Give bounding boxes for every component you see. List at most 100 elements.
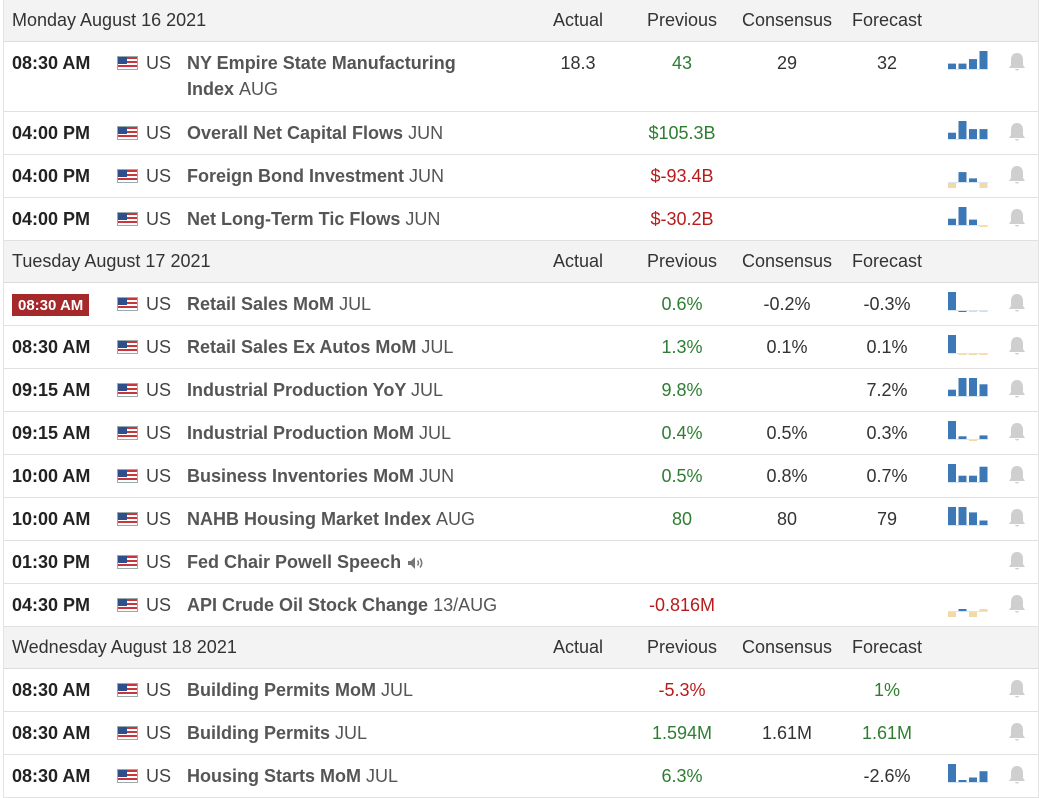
bell-icon[interactable] xyxy=(1006,592,1028,616)
flag-canton xyxy=(118,341,127,348)
bell-icon[interactable] xyxy=(1006,334,1028,358)
event-row[interactable]: 04:00 PM US Net Long-Term Tic Flows JUN $-3… xyxy=(4,198,1038,241)
event-name: Net Long-Term Tic Flows xyxy=(187,209,401,229)
column-header-previous: Previous xyxy=(646,251,718,271)
bell-icon[interactable] xyxy=(1006,763,1028,787)
event-row[interactable]: 08:30 AM US Building Permits JUL 1.594M 1.61… xyxy=(4,712,1038,755)
event-period: AUG xyxy=(436,509,476,529)
bell-icon[interactable] xyxy=(1006,120,1028,144)
event-time: 01:30 PM xyxy=(12,552,91,572)
event-time: 10:00 AM xyxy=(12,509,91,529)
sparkline-chart[interactable] xyxy=(946,335,988,359)
sparkline-bar xyxy=(969,178,977,182)
event-name: Building Permits MoM xyxy=(187,680,376,700)
bell-icon[interactable] xyxy=(1006,163,1028,187)
sparkline-chart[interactable] xyxy=(946,507,988,531)
event-name: Business Inventories MoM xyxy=(187,466,415,486)
sparkline-chart[interactable] xyxy=(946,593,988,617)
sparkline-chart[interactable] xyxy=(946,464,988,488)
sparkline-baseline xyxy=(948,139,988,140)
sparkline-chart[interactable] xyxy=(946,164,988,188)
sparkline-chart[interactable] xyxy=(946,421,988,445)
event-name-link[interactable]: Housing Starts MoM JUL xyxy=(187,763,507,789)
event-period: JUL xyxy=(421,337,454,357)
us-flag-icon xyxy=(117,726,138,740)
event-row[interactable]: 08:30 AM US Building Permits MoM JUL -5.3% 1… xyxy=(4,669,1038,712)
event-name-link[interactable]: NAHB Housing Market Index AUG xyxy=(187,506,507,532)
sparkline-bar xyxy=(969,512,977,525)
event-name-link[interactable]: API Crude Oil Stock Change 13/AUG xyxy=(187,592,507,618)
event-row[interactable]: 08:30 AM US Housing Starts MoM JUL 6.3% -2.6… xyxy=(4,755,1038,798)
event-name-link[interactable]: Business Inventories MoM JUN xyxy=(187,463,507,489)
event-row[interactable]: 08:30 AM US Retail Sales Ex Autos MoM JUL 1… xyxy=(4,326,1038,369)
day-date: Tuesday August 17 2021 xyxy=(12,251,211,271)
event-period: JUL xyxy=(366,766,399,786)
bell-icon[interactable] xyxy=(1006,377,1028,401)
us-flag-icon xyxy=(117,769,138,783)
event-time: 09:15 AM xyxy=(12,423,91,443)
event-name-link[interactable]: Retail Sales MoM JUL xyxy=(187,291,507,317)
event-name: Overall Net Capital Flows xyxy=(187,123,404,143)
event-name-link[interactable]: Industrial Production MoM JUL xyxy=(187,420,507,446)
event-row[interactable]: 09:15 AM US Industrial Production YoY JUL 9… xyxy=(4,369,1038,412)
value-consensus: 0.1% xyxy=(766,337,808,357)
event-name-link[interactable]: Building Permits JUL xyxy=(187,720,507,746)
sparkline-bar xyxy=(948,335,956,353)
sparkline-bar xyxy=(948,507,956,525)
bell-icon[interactable] xyxy=(1006,677,1028,701)
bell-icon[interactable] xyxy=(1006,549,1028,573)
sparkline-chart[interactable] xyxy=(946,378,988,402)
sparkline-chart[interactable] xyxy=(946,207,988,231)
event-row[interactable]: 09:15 AM US Industrial Production MoM JUL 0… xyxy=(4,412,1038,455)
column-header-consensus: Consensus xyxy=(741,251,833,271)
country-code: US xyxy=(146,423,172,443)
economic-calendar: Monday August 16 2021 Actual Previous Conse… xyxy=(3,0,1039,798)
sparkline-bar xyxy=(979,182,988,188)
value-previous: $-30.2B xyxy=(650,209,714,229)
bell-icon[interactable] xyxy=(1006,463,1028,487)
event-row[interactable]: 04:00 PM US Overall Net Capital Flows JUN $… xyxy=(4,112,1038,155)
sparkline-chart[interactable] xyxy=(946,51,988,75)
event-name-link[interactable]: Industrial Production YoY JUL xyxy=(187,377,507,403)
bell-icon[interactable] xyxy=(1006,506,1028,530)
bell-icon[interactable] xyxy=(1006,291,1028,315)
bell-icon[interactable] xyxy=(1006,720,1028,744)
value-consensus: 80 xyxy=(776,509,798,529)
event-row[interactable]: 10:00 AM US NAHB Housing Market Index AUG 8… xyxy=(4,498,1038,541)
us-flag-icon xyxy=(117,426,138,440)
event-row[interactable]: 04:00 PM US Foreign Bond Investment JUN $-9… xyxy=(4,155,1038,198)
country-code: US xyxy=(146,53,172,73)
sparkline-chart[interactable] xyxy=(946,764,988,788)
event-name-link[interactable]: Fed Chair Powell Speech xyxy=(187,549,507,575)
bell-icon[interactable] xyxy=(1006,50,1028,74)
event-name-link[interactable]: NY Empire State Manufacturing Index AUG xyxy=(187,50,507,102)
event-row[interactable]: 08:30 AM US Retail Sales MoM JUL 0.6% -0.2% -… xyxy=(4,283,1038,326)
sparkline-baseline xyxy=(948,396,988,397)
value-previous: $105.3B xyxy=(648,123,716,143)
sparkline-bar xyxy=(948,182,956,188)
event-time: 08:30 AM xyxy=(12,337,91,357)
value-forecast: 0.7% xyxy=(866,466,908,486)
event-name-link[interactable]: Retail Sales Ex Autos MoM JUL xyxy=(187,334,507,360)
sparkline-chart[interactable] xyxy=(946,121,988,145)
bell-icon[interactable] xyxy=(1006,420,1028,444)
event-name-link[interactable]: Building Permits MoM JUL xyxy=(187,677,507,703)
sparkline-bar xyxy=(969,129,977,139)
event-row[interactable]: 10:00 AM US Business Inventories MoM JUN 0.… xyxy=(4,455,1038,498)
event-name-link[interactable]: Foreign Bond Investment JUN xyxy=(187,163,507,189)
bell-icon[interactable] xyxy=(1006,206,1028,230)
value-forecast: 0.3% xyxy=(866,423,908,443)
event-row[interactable]: 01:30 PM US Fed Chair Powell Speech xyxy=(4,541,1038,584)
sparkline-chart[interactable] xyxy=(946,292,988,316)
us-flag-icon xyxy=(117,383,138,397)
event-name-link[interactable]: Net Long-Term Tic Flows JUN xyxy=(187,206,507,232)
sparkline-bar xyxy=(979,609,988,611)
event-time: 08:30 AM xyxy=(12,53,91,73)
event-name: Foreign Bond Investment xyxy=(187,166,405,186)
event-row[interactable]: 04:30 PM US API Crude Oil Stock Change 13/… xyxy=(4,584,1038,627)
event-row[interactable]: 08:30 AM US NY Empire State Manufacturing I… xyxy=(4,42,1038,112)
value-forecast: -2.6% xyxy=(863,766,911,786)
country-code: US xyxy=(146,680,172,700)
sparkline-baseline xyxy=(948,525,988,526)
event-name-link[interactable]: Overall Net Capital Flows JUN xyxy=(187,120,507,146)
